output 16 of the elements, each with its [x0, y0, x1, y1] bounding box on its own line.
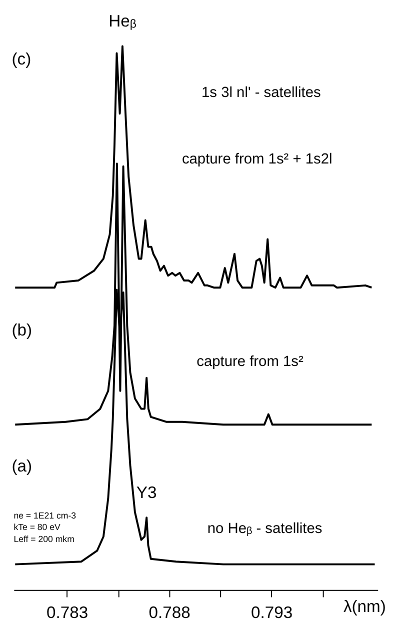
annotation: ne = 1E21 cm-3: [14, 510, 76, 520]
annotation: (b): [12, 320, 32, 340]
x-axis-title: λ(nm): [343, 596, 386, 616]
annotation: (a): [12, 456, 32, 476]
x-tick-label: 0.788: [148, 602, 190, 622]
annotation: Heᵦ: [108, 12, 137, 31]
annotation: no Heᵦ - satellites: [207, 521, 322, 538]
x-tick-label: 0.783: [46, 602, 88, 622]
annotation: (c): [12, 50, 32, 69]
annotation: 1s 3l nl' - satellites: [202, 84, 321, 101]
annotation: Leff = 200 mkm: [14, 534, 74, 544]
annotation: capture from 1s² + 1s2l: [182, 151, 332, 168]
x-tick-label: 0.793: [250, 602, 293, 622]
annotation: capture from 1s²: [196, 354, 304, 370]
annotation: kTe = 80 eV: [14, 522, 61, 532]
annotation: Y3: [136, 483, 157, 502]
